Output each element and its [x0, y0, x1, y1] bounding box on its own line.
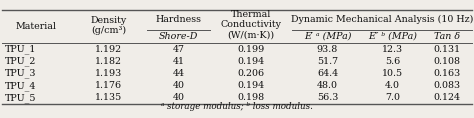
Text: 64.4: 64.4 [317, 69, 338, 78]
Text: 93.8: 93.8 [317, 45, 338, 54]
Text: 51.7: 51.7 [317, 57, 338, 66]
Text: Thermal
Conductivity
(W/(m·K)): Thermal Conductivity (W/(m·K)) [220, 10, 282, 39]
Text: TPU_2: TPU_2 [5, 56, 36, 66]
Text: 48.0: 48.0 [317, 81, 338, 90]
Text: 41: 41 [173, 57, 184, 66]
Text: Tan δ: Tan δ [434, 32, 460, 41]
Text: 47: 47 [173, 45, 184, 54]
Text: E′ ᵃ (MPa): E′ ᵃ (MPa) [304, 32, 351, 41]
Text: Dynamic Mechanical Analysis (10 Hz): Dynamic Mechanical Analysis (10 Hz) [291, 14, 473, 24]
Text: 0.198: 0.198 [237, 93, 264, 102]
Text: Material: Material [16, 22, 56, 31]
Text: Shore-D: Shore-D [159, 32, 198, 41]
Text: 1.192: 1.192 [95, 45, 122, 54]
Text: 0.199: 0.199 [237, 45, 264, 54]
Text: 56.3: 56.3 [317, 93, 338, 102]
Text: 0.194: 0.194 [237, 57, 264, 66]
Text: TPU_5: TPU_5 [5, 93, 36, 103]
Text: 4.0: 4.0 [385, 81, 400, 90]
Text: 7.0: 7.0 [385, 93, 400, 102]
Text: 44: 44 [173, 69, 184, 78]
Text: 5.6: 5.6 [385, 57, 400, 66]
Text: 0.124: 0.124 [434, 93, 461, 102]
Text: TPU_1: TPU_1 [5, 44, 36, 54]
Text: Density
(g/cm³): Density (g/cm³) [91, 16, 127, 35]
Text: 1.176: 1.176 [95, 81, 122, 90]
Text: 40: 40 [173, 81, 184, 90]
Text: 0.163: 0.163 [433, 69, 461, 78]
Text: 0.131: 0.131 [433, 45, 461, 54]
Text: 1.135: 1.135 [95, 93, 122, 102]
Text: 0.206: 0.206 [237, 69, 264, 78]
Text: 12.3: 12.3 [382, 45, 403, 54]
Text: TPU_4: TPU_4 [5, 81, 36, 91]
Text: 1.182: 1.182 [95, 57, 122, 66]
Text: 0.108: 0.108 [434, 57, 461, 66]
Text: 0.083: 0.083 [433, 81, 461, 90]
Text: ᵃ storage modulus; ᵇ loss modulus.: ᵃ storage modulus; ᵇ loss modulus. [161, 102, 313, 111]
Text: 10.5: 10.5 [382, 69, 403, 78]
Text: TPU_3: TPU_3 [5, 69, 36, 78]
Text: Hardness: Hardness [155, 15, 201, 23]
Text: 40: 40 [173, 93, 184, 102]
Text: E″ ᵇ (MPa): E″ ᵇ (MPa) [368, 32, 417, 41]
Text: 0.194: 0.194 [237, 81, 264, 90]
Text: 1.193: 1.193 [95, 69, 122, 78]
